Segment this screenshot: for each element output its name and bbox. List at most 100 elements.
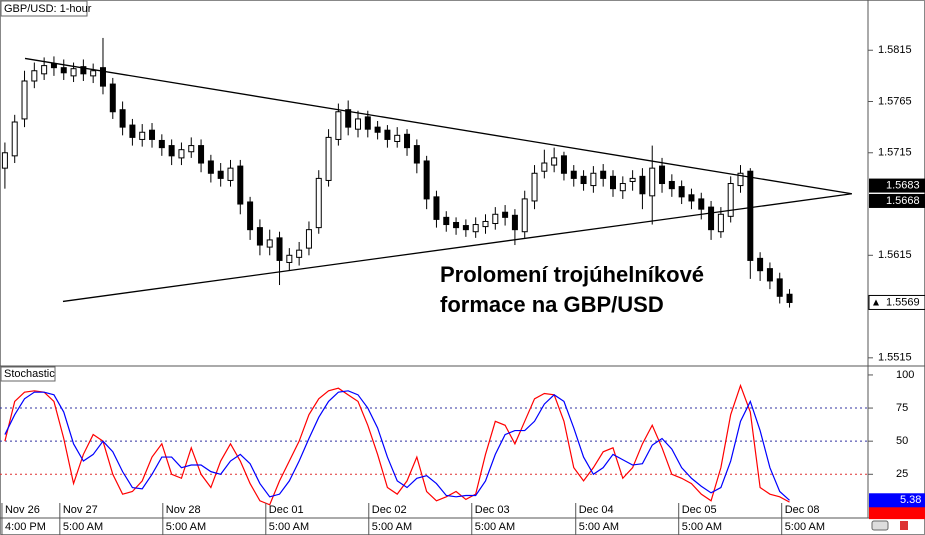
candle-body	[149, 129, 156, 140]
trendline	[24, 57, 852, 195]
candle-body	[286, 254, 293, 263]
current-price-label: 1.5569	[886, 296, 920, 308]
x-tick-label: Dec 03	[475, 504, 510, 516]
candle-body	[502, 211, 509, 218]
candle-body	[453, 221, 460, 229]
indicator-title-box	[0, 366, 56, 382]
x-tick-time: 5:00 AM	[372, 521, 412, 533]
candle-body	[551, 157, 558, 166]
candle-body	[688, 194, 695, 202]
x-tick-label: Dec 05	[682, 504, 717, 516]
y-tick-label: 75	[896, 402, 908, 414]
close-icon[interactable]	[900, 521, 908, 530]
candle-body	[109, 83, 116, 113]
candle-body	[472, 224, 479, 233]
candle-body	[727, 183, 734, 217]
x-tick-time: 5:00 AM	[785, 521, 825, 533]
candle-body	[198, 145, 205, 164]
candle-body	[717, 213, 724, 233]
candle-body	[296, 249, 303, 258]
candle-body	[443, 216, 450, 226]
candle-body	[70, 68, 77, 77]
candle-body	[158, 139, 165, 149]
indicator-value-box	[869, 505, 925, 520]
current-price-arrow	[873, 299, 879, 306]
candle-body	[374, 126, 381, 133]
candle-body	[492, 213, 499, 225]
candle-body	[256, 227, 263, 246]
x-tick-time: 5:00 AM	[579, 521, 619, 533]
candle-body	[698, 198, 705, 210]
candle-body	[60, 67, 67, 74]
candle-body	[315, 177, 322, 229]
scroll-icon[interactable]	[871, 520, 889, 531]
candle-body	[394, 134, 401, 142]
annotation: formace na GBP/USD	[440, 292, 664, 317]
candle-body	[207, 160, 214, 174]
candle-body	[119, 109, 126, 128]
candle-body	[737, 172, 744, 187]
trendline	[62, 193, 852, 303]
current-price-box	[868, 294, 925, 310]
x-tick-time: 5:00 AM	[166, 521, 206, 533]
price-marker-label: 1.5668	[886, 195, 920, 207]
candle-body	[659, 165, 666, 185]
x-tick-time: 4:00 PM	[5, 521, 46, 533]
x-tick-label: Dec 02	[372, 504, 407, 516]
candle-body	[423, 160, 430, 200]
candle-body	[609, 175, 616, 190]
candle-body	[649, 167, 656, 197]
candle-body	[364, 116, 371, 130]
x-tick-label: Nov 28	[166, 504, 201, 516]
candle-body	[384, 129, 391, 140]
price-marker	[869, 193, 925, 208]
annotation: Prolomení trojúhelníkové	[440, 262, 704, 287]
candle-body	[776, 278, 783, 297]
x-tick-time: 5:00 AM	[475, 521, 515, 533]
x-tick-label: Dec 04	[579, 504, 614, 516]
candle-body	[433, 196, 440, 220]
candle-body	[139, 131, 146, 140]
indicator-title: Stochastic	[4, 368, 55, 380]
candle-body	[413, 145, 420, 164]
candle-body	[629, 177, 636, 182]
candle-body	[590, 172, 597, 187]
candle-body	[345, 109, 352, 128]
candle-body	[11, 121, 18, 157]
y-tick-label: 1.5615	[878, 249, 912, 261]
x-tick-label: Nov 26	[5, 504, 40, 516]
candle-body	[227, 167, 234, 181]
candle-body	[600, 170, 607, 179]
candle-body	[90, 70, 97, 77]
candle-body	[560, 155, 567, 174]
candle-body	[766, 268, 773, 282]
candle-body	[31, 70, 38, 82]
candle-body	[168, 145, 175, 157]
x-tick-time: 5:00 AM	[682, 521, 722, 533]
x-tick-label: Nov 27	[63, 504, 98, 516]
candle-body	[354, 118, 361, 130]
candle-body	[639, 175, 646, 195]
candle-body	[521, 198, 528, 233]
x-tick-label: Dec 01	[269, 504, 304, 516]
candle-body	[41, 65, 48, 75]
candle-body	[404, 133, 411, 149]
x-tick-label: Dec 08	[785, 504, 820, 516]
indicator-value-box	[869, 493, 925, 508]
price-marker-label: 1.5683	[886, 179, 920, 191]
y-tick-label: 1.5765	[878, 95, 912, 107]
candle-body	[678, 186, 685, 198]
candle-body	[1, 152, 8, 169]
y-tick-label: 1.5715	[878, 147, 912, 159]
candle-body	[619, 183, 626, 192]
x-tick-time: 5:00 AM	[63, 521, 103, 533]
candle-body	[541, 162, 548, 172]
candle-body	[786, 293, 793, 303]
candle-body	[276, 237, 283, 261]
candle-body	[335, 111, 342, 140]
candle-body	[482, 220, 489, 228]
candle-body	[668, 180, 675, 190]
indicator-line	[4, 390, 790, 501]
